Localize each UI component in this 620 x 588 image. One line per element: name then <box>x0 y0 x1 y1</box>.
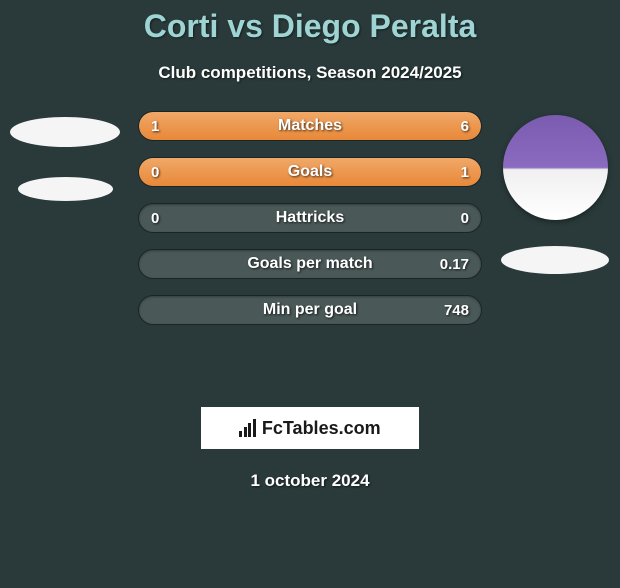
player-left-avatar-placeholder <box>10 117 120 147</box>
player-left-column <box>0 111 130 201</box>
stat-value-right: 6 <box>461 118 469 135</box>
stat-row: 1Matches6 <box>138 111 482 141</box>
stat-label: Matches <box>139 117 481 135</box>
stat-label: Goals per match <box>139 255 481 273</box>
stat-row: 0Goals1 <box>138 157 482 187</box>
stat-row: 0Hattricks0 <box>138 203 482 233</box>
stat-value-right: 748 <box>444 302 469 319</box>
logo-text: FcTables.com <box>262 418 381 439</box>
stat-label: Min per goal <box>139 301 481 319</box>
player-right-avatar <box>503 115 608 220</box>
player-left-name-placeholder <box>18 177 113 201</box>
date-label: 1 october 2024 <box>0 471 620 491</box>
player-right-name-placeholder <box>501 246 609 274</box>
stat-bars: 1Matches60Goals10Hattricks0Goals per mat… <box>138 111 482 325</box>
stat-value-right: 0 <box>461 210 469 227</box>
page-title: Corti vs Diego Peralta <box>0 8 620 45</box>
fctables-logo: FcTables.com <box>201 407 419 449</box>
comparison-content: 1Matches60Goals10Hattricks0Goals per mat… <box>0 111 620 371</box>
player-right-column <box>490 111 620 274</box>
subtitle: Club competitions, Season 2024/2025 <box>0 63 620 83</box>
stat-row: Goals per match0.17 <box>138 249 482 279</box>
stat-label: Goals <box>139 163 481 181</box>
stat-row: Min per goal748 <box>138 295 482 325</box>
bar-chart-icon <box>239 419 256 437</box>
stat-label: Hattricks <box>139 209 481 227</box>
stat-value-right: 1 <box>461 164 469 181</box>
stat-value-right: 0.17 <box>440 256 469 273</box>
